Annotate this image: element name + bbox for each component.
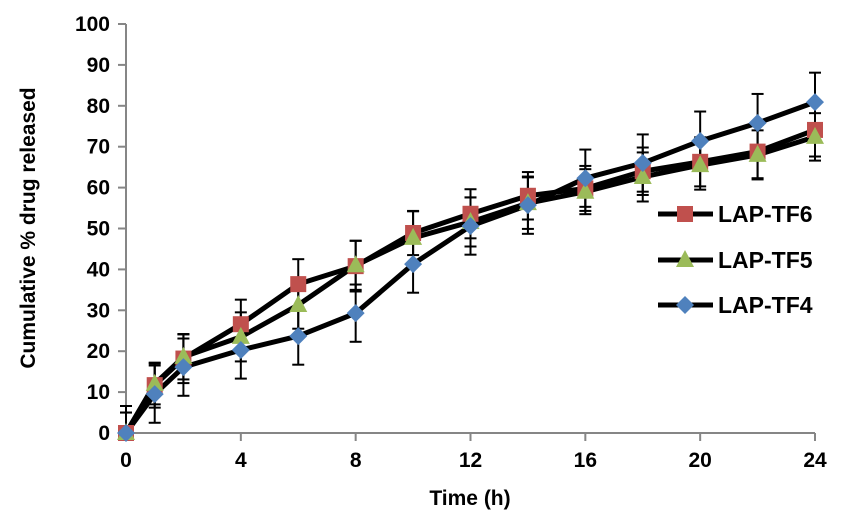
x-tick-label: 12 (459, 449, 482, 472)
data-point-lap-tf5 (633, 166, 652, 184)
data-point-lap-tf4 (174, 358, 193, 377)
data-point-lap-tf4 (461, 217, 480, 236)
legend: LAP-TF6 LAP-TF5 LAP-TF4 (658, 201, 813, 318)
y-tick-label: 20 (87, 340, 110, 363)
data-point-lap-tf6 (290, 276, 307, 293)
data-point-lap-tf4 (145, 385, 164, 404)
x-tick-label: 8 (350, 449, 362, 472)
y-tick-labels: 0 10 20 30 40 50 60 70 80 90 100 (75, 13, 110, 445)
y-tick-label: 90 (87, 54, 110, 77)
data-point-lap-tf5 (691, 155, 710, 173)
data-point-lap-tf4 (289, 327, 308, 346)
series-line-lap-tf5 (123, 134, 816, 435)
error-bars (120, 71, 821, 434)
x-tick-label: 20 (688, 449, 711, 472)
data-point-lap-tf4 (748, 113, 767, 132)
data-point-lap-tf4 (633, 154, 652, 173)
x-tick-label: 4 (235, 449, 247, 472)
legend-label: LAP-TF6 (718, 201, 813, 227)
data-point-lap-tf5 (748, 144, 767, 162)
y-tick-label: 50 (87, 218, 110, 241)
y-tick-label: 10 (87, 381, 110, 404)
legend-label: LAP-TF4 (718, 292, 813, 318)
legend-item-lap-tf6: LAP-TF6 (658, 201, 813, 227)
y-tick-label: 40 (87, 258, 110, 281)
legend-label: LAP-TF5 (718, 247, 813, 273)
data-point-lap-tf4 (691, 131, 710, 150)
x-axis-title: Time (h) (429, 487, 510, 510)
data-point-lap-tf4 (231, 340, 250, 359)
data-point-lap-tf5 (289, 294, 308, 312)
data-point-lap-tf5 (145, 373, 164, 391)
data-point-lap-tf5 (576, 181, 595, 199)
x-tick-label: 24 (803, 449, 827, 472)
data-point-lap-tf4 (806, 93, 824, 112)
data-point-lap-tf4 (117, 424, 135, 442)
legend-marker-square-icon (677, 206, 693, 222)
data-point-lap-tf5 (231, 326, 250, 344)
data-point-lap-tf5 (404, 227, 423, 245)
legend-item-lap-tf5: LAP-TF5 (658, 247, 813, 273)
data-point-lap-tf4 (576, 169, 595, 188)
legend-item-lap-tf4: LAP-TF4 (658, 292, 813, 318)
y-tick-label: 70 (87, 136, 110, 159)
data-point-lap-tf5 (174, 346, 193, 364)
y-axis-title: Cumulative % drug released (17, 87, 40, 368)
x-tick-label: 16 (574, 449, 597, 472)
legend-marker-diamond-icon (676, 296, 694, 314)
series-line-lap-tf4 (123, 99, 816, 435)
series-lines (123, 99, 816, 435)
data-point-lap-tf4 (404, 255, 423, 274)
axes (118, 23, 816, 441)
legend-marker-triangle-icon (676, 250, 694, 267)
y-tick-label: 80 (87, 95, 110, 118)
y-tick-label: 0 (98, 422, 110, 445)
data-point-lap-tf5 (346, 255, 365, 273)
series-line-lap-tf6 (123, 127, 816, 435)
data-point-lap-tf5 (806, 126, 824, 144)
data-point-lap-tf4 (518, 196, 537, 215)
data-point-lap-tf6 (232, 316, 249, 333)
series-markers (117, 93, 824, 442)
data-point-lap-tf4 (346, 304, 365, 323)
y-tick-label: 30 (87, 299, 110, 322)
y-tick-label: 100 (75, 13, 110, 36)
x-tick-label: 0 (120, 449, 132, 472)
x-tick-labels: 0 4 8 12 16 20 24 (120, 449, 827, 472)
y-tick-label: 60 (87, 177, 110, 200)
